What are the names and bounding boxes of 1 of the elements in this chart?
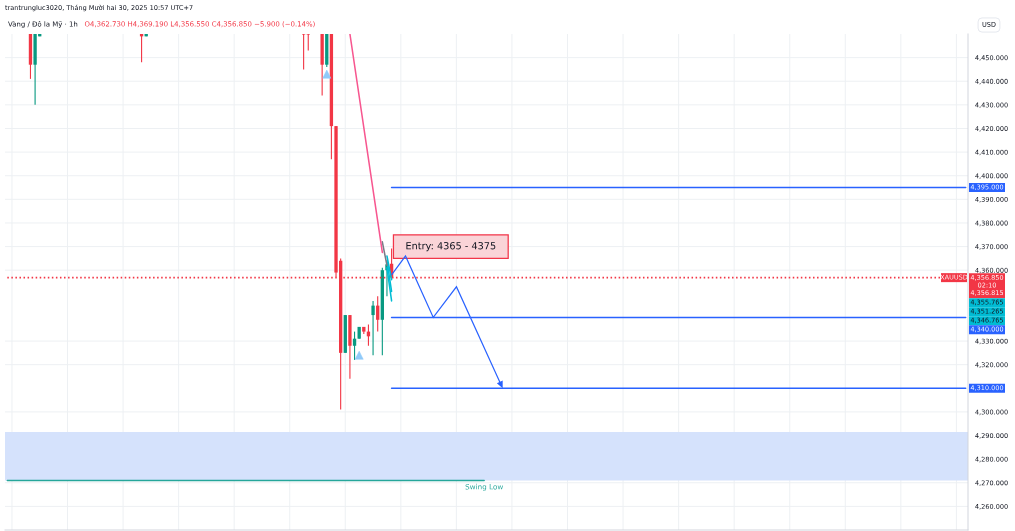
band-label: Entry: 4365 - 4375 xyxy=(406,242,496,252)
